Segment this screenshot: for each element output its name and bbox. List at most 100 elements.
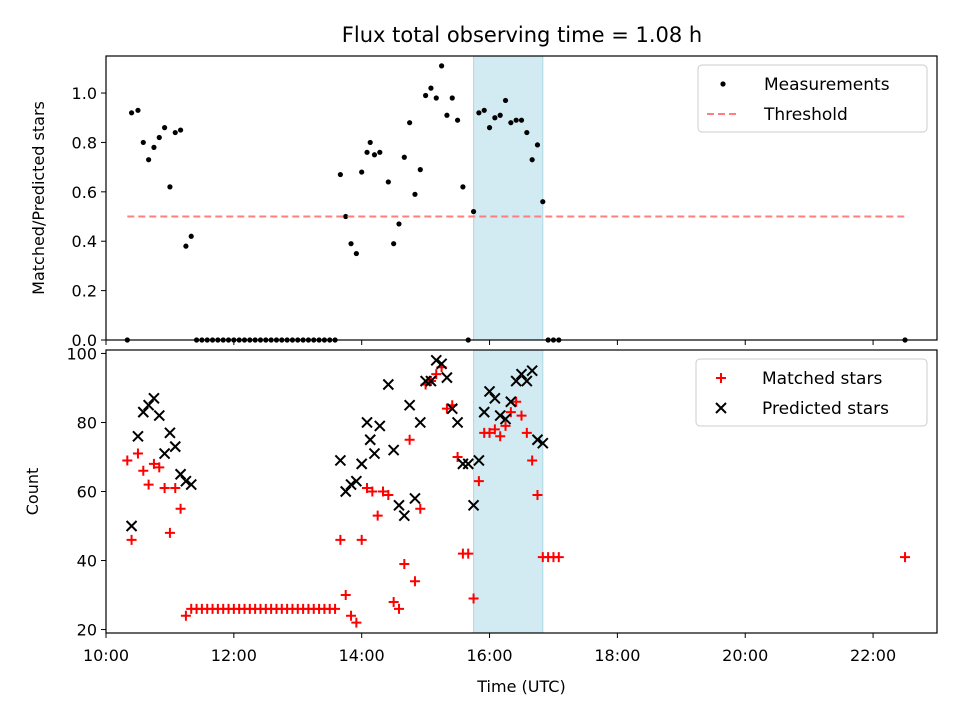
data-point (449, 95, 455, 101)
data-point (444, 112, 450, 118)
data-point (516, 410, 527, 421)
data-point (137, 406, 149, 418)
data-point (388, 596, 399, 607)
data-point (167, 184, 173, 190)
data-point (473, 476, 484, 487)
data-point (172, 129, 178, 136)
data-point (430, 354, 442, 367)
data-point (169, 440, 181, 453)
data-point (140, 139, 146, 146)
data-point (481, 107, 487, 113)
data-point (151, 144, 157, 150)
legend-marker (715, 402, 727, 414)
data-point (505, 396, 517, 408)
data-point (350, 475, 363, 487)
y-tick-label: 100 (66, 344, 97, 363)
data-point (383, 489, 394, 500)
chart-title: Flux total observing time = 1.08 h (342, 23, 702, 47)
data-point (483, 385, 496, 398)
data-point (526, 364, 538, 377)
data-point (374, 420, 386, 432)
data-point (462, 458, 474, 470)
data-point (521, 427, 532, 438)
data-point (142, 399, 155, 411)
data-point (527, 455, 538, 466)
data-point (537, 437, 549, 449)
data-point (470, 208, 477, 215)
data-point (521, 375, 533, 387)
data-point (495, 431, 506, 442)
data-point (484, 427, 495, 438)
data-point (553, 552, 564, 563)
data-point (367, 139, 373, 146)
data-point (391, 241, 397, 247)
data-point (346, 610, 357, 621)
highlight-span (473, 349, 544, 634)
legend-label: Matched stars (762, 369, 882, 389)
data-point (385, 179, 391, 185)
data-point (460, 184, 466, 190)
data-point (177, 127, 184, 133)
data-point (900, 552, 911, 563)
data-point (148, 458, 159, 469)
data-point (478, 406, 490, 418)
y-tick-label: 0.6 (72, 183, 97, 202)
data-point (382, 378, 395, 391)
y-tick-label: 20 (77, 621, 97, 640)
data-point (399, 558, 410, 569)
data-point (128, 110, 135, 116)
data-point (451, 416, 464, 429)
data-point (473, 454, 485, 467)
data-point (508, 120, 514, 126)
data-point (409, 492, 421, 505)
data-point (500, 420, 511, 431)
data-point (334, 454, 347, 467)
data-point (423, 92, 429, 99)
data-point (361, 416, 373, 429)
data-point (377, 149, 383, 155)
data-point (393, 603, 404, 614)
data-point (403, 399, 416, 411)
x-tick-label: 18:00 (594, 646, 640, 665)
data-point (156, 134, 162, 141)
data-point (401, 154, 407, 160)
x-axis-label: Time (UTC) (476, 677, 565, 696)
data-point (351, 617, 362, 628)
data-point (433, 95, 439, 101)
data-point (148, 392, 160, 405)
data-point (404, 434, 415, 445)
data-point (532, 489, 543, 500)
data-point (138, 465, 149, 476)
y-tick-label: 60 (77, 483, 97, 502)
plot-frame (105, 349, 938, 634)
x-tick-label: 16:00 (466, 646, 512, 665)
data-point (489, 392, 501, 405)
bottom-panel: 20 40 60 80 100 10:00 12:00 14:00 16:00 18:00 20:0… (23, 344, 938, 696)
data-point (393, 499, 405, 512)
legend-label: Measurements (764, 75, 890, 95)
data-point (463, 548, 474, 559)
data-point (343, 213, 349, 220)
data-point (396, 221, 402, 227)
data-point (180, 475, 192, 487)
data-point (497, 112, 503, 118)
data-point (367, 486, 378, 497)
data-point (362, 483, 373, 494)
data-point (330, 603, 341, 614)
series-predicted-stars (125, 354, 549, 532)
y-tick-label: 0.8 (72, 133, 97, 152)
data-point (494, 409, 506, 422)
plot-frame (105, 55, 938, 341)
data-point (158, 447, 171, 460)
data-point (371, 152, 378, 158)
data-point (159, 483, 170, 494)
data-point (161, 125, 168, 131)
y-tick-label: 0.4 (72, 232, 97, 251)
data-point (524, 129, 530, 136)
x-tick-label: 22:00 (850, 646, 896, 665)
data-point (431, 369, 442, 380)
data-point (170, 483, 181, 494)
data-point (355, 458, 368, 470)
data-point (154, 462, 165, 473)
series-measurements (124, 63, 908, 343)
